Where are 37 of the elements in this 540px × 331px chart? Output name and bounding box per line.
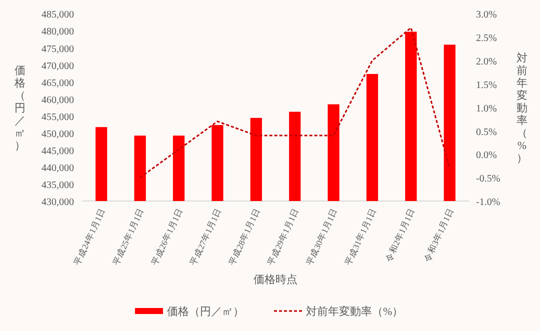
x-tick-label: 平成29年1月1日 — [265, 206, 301, 268]
legend-label: 価格（円／㎡） — [167, 306, 244, 318]
y2-axis-title: 対前年変動率（%） — [516, 52, 528, 164]
y2-tick-label: 0.5% — [476, 126, 497, 138]
y-tick-label: 450,000 — [42, 128, 74, 140]
y-tick-label: 485,000 — [42, 10, 74, 21]
y2-tick-label: 2.0% — [476, 56, 497, 68]
y2-tick-label: 3.0% — [476, 10, 497, 21]
y-tick-label: 440,000 — [42, 162, 74, 174]
x-tick-label: 令和3年1月1日 — [422, 206, 456, 264]
x-tick-label: 平成26年1月1日 — [149, 206, 185, 268]
line-series — [139, 26, 450, 178]
x-tick-label: 平成25年1月1日 — [110, 206, 146, 268]
y-tick-label: 455,000 — [42, 112, 74, 123]
y2-tick-label: -0.5% — [476, 174, 500, 185]
y-tick-label: 445,000 — [42, 146, 74, 157]
x-tick-label: 令和2年1月1日 — [383, 206, 417, 264]
x-tick-label: 平成30年1月1日 — [304, 206, 340, 268]
x-tick-label: 平成27年1月1日 — [188, 206, 224, 268]
y-tick-label: 435,000 — [42, 180, 74, 191]
y-axis-title: 価格（円／㎡） — [14, 64, 26, 152]
y-tick-label: 460,000 — [42, 94, 74, 106]
y-tick-label: 465,000 — [42, 78, 74, 89]
y2-tick-label: 0.0% — [476, 150, 497, 162]
y2-tick-label: 1.0% — [476, 103, 497, 114]
y-tick-label: 480,000 — [42, 26, 74, 38]
x-axis-title: 価格時点 — [254, 273, 298, 286]
legend-label: 対前年変動率（%） — [306, 305, 404, 318]
y-tick-label: 475,000 — [42, 44, 74, 55]
y-tick-label: 470,000 — [42, 60, 74, 72]
x-tick-label: 平成28年1月1日 — [226, 206, 262, 268]
y2-tick-label: -1.0% — [476, 197, 500, 208]
y-tick-label: 430,000 — [42, 197, 74, 208]
y2-tick-label: 1.5% — [476, 80, 497, 91]
x-tick-label: 平成24年1月1日 — [72, 206, 108, 268]
x-tick-label: 平成31年1月1日 — [342, 206, 378, 268]
y2-tick-label: 2.5% — [476, 33, 497, 44]
